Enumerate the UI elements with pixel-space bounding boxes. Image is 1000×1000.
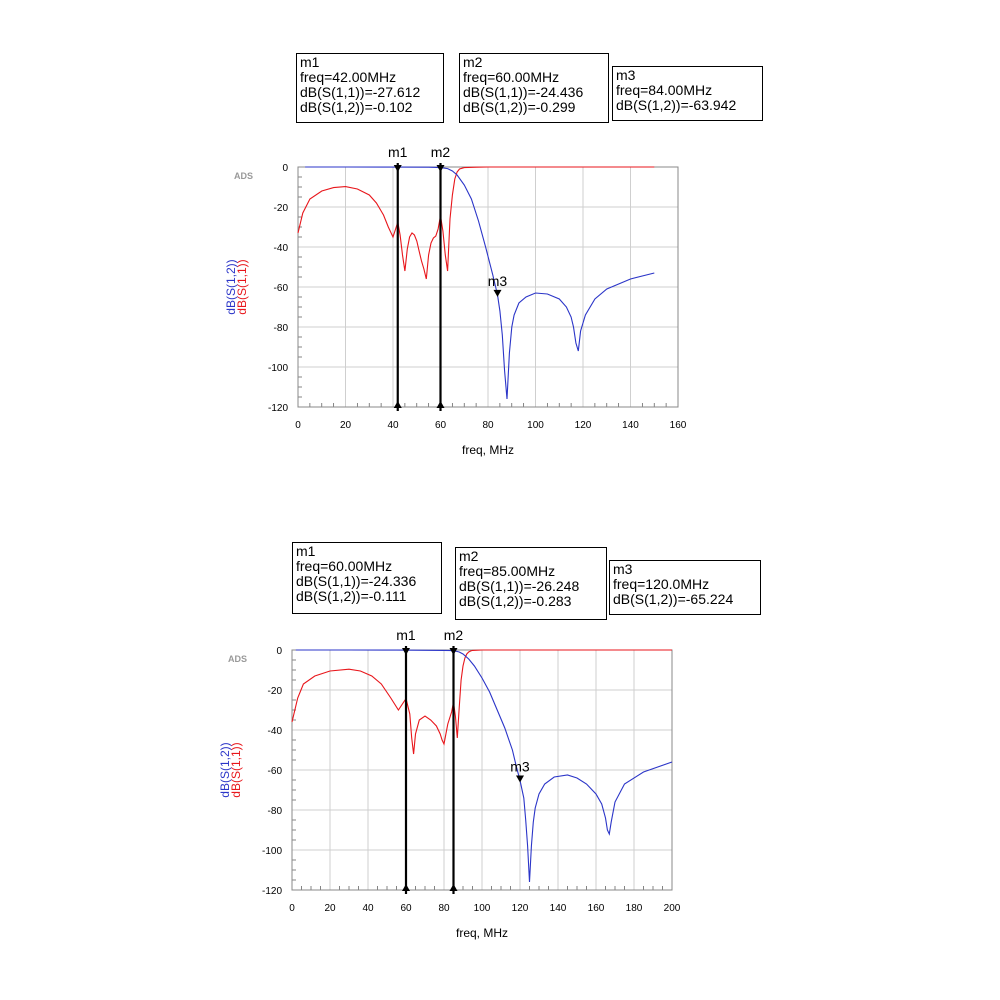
marker-box-bottom-m3: m3 freq=120.0MHz dB(S(1,2))=-65.224 bbox=[609, 560, 761, 615]
marker-triangle-top bbox=[436, 165, 445, 172]
marker-box-top-m1: m1 freq=42.00MHz dB(S(1,1))=-27.612 dB(S… bbox=[296, 53, 444, 123]
marker-triangle-bottom bbox=[436, 401, 445, 408]
x-axis-label: freq, MHz bbox=[462, 443, 514, 457]
x-tick-label: 160 bbox=[588, 903, 605, 914]
y-tick-label: -120 bbox=[268, 403, 288, 414]
marker-box-line: dB(S(1,1))=-24.336 bbox=[296, 573, 417, 589]
marker-triangle bbox=[516, 775, 524, 783]
x-tick-label: 20 bbox=[340, 420, 352, 431]
series-line-s11 bbox=[297, 166, 655, 280]
x-tick-label: 60 bbox=[400, 903, 412, 914]
marker-triangle bbox=[493, 289, 502, 297]
ads-watermark: ADS bbox=[228, 654, 247, 664]
marker-triangle-top bbox=[449, 648, 458, 655]
x-tick-label: 140 bbox=[622, 420, 639, 431]
marker-box-line: freq=42.00MHz bbox=[300, 69, 397, 85]
y-tick-label: -80 bbox=[268, 806, 283, 817]
marker-box-top-m2: m2 freq=60.00MHz dB(S(1,1))=-24.436 dB(S… bbox=[459, 53, 609, 123]
x-tick-label: 200 bbox=[664, 903, 681, 914]
marker-triangle-top bbox=[402, 648, 410, 655]
marker-box-line: dB(S(1,1))=-27.612 bbox=[300, 84, 421, 100]
marker-box-line: m3 bbox=[613, 561, 633, 577]
marker-label: m3 bbox=[510, 758, 530, 774]
x-tick-label: 40 bbox=[362, 903, 374, 914]
x-tick-label: 40 bbox=[387, 420, 399, 431]
x-tick-label: 0 bbox=[289, 903, 295, 914]
marker-label: m2 bbox=[431, 144, 451, 160]
marker-box-line: freq=60.00MHz bbox=[463, 69, 560, 85]
marker-label: m2 bbox=[444, 627, 464, 643]
y-tick-label: -120 bbox=[262, 886, 282, 897]
marker-box-line: freq=120.0MHz bbox=[613, 576, 710, 592]
marker-box-line: m1 bbox=[300, 54, 320, 70]
y-axis-label-s12: dB(S(1,2)) bbox=[224, 259, 238, 314]
marker-triangle-bottom bbox=[393, 401, 402, 408]
marker-box-line: dB(S(1,2))=-65.224 bbox=[613, 591, 734, 607]
marker-box-line: dB(S(1,2))=-0.283 bbox=[459, 593, 572, 609]
y-tick-label: -40 bbox=[274, 243, 289, 254]
marker-box-line: dB(S(1,2))=-0.102 bbox=[300, 99, 413, 115]
y-tick-label: -100 bbox=[268, 363, 288, 374]
marker-box-line: dB(S(1,2))=-0.299 bbox=[463, 99, 576, 115]
x-tick-label: 120 bbox=[575, 420, 592, 431]
marker-box-bottom-m1: m1 freq=60.00MHz dB(S(1,1))=-24.336 dB(S… bbox=[292, 542, 442, 614]
marker-box-top-m3: m3 freq=84.00MHz dB(S(1,2))=-63.942 bbox=[612, 66, 763, 121]
y-axis-label-s11: dB(S(1,1)) bbox=[229, 742, 243, 797]
marker-label: m1 bbox=[388, 144, 408, 160]
y-tick-label: -20 bbox=[268, 686, 283, 697]
marker-box-line: freq=85.00MHz bbox=[459, 563, 556, 579]
x-tick-label: 0 bbox=[295, 420, 301, 431]
y-tick-label: -60 bbox=[274, 283, 289, 294]
y-axis-label-s11: dB(S(1,1)) bbox=[235, 259, 249, 314]
marker-box-line: m3 bbox=[616, 67, 636, 83]
marker-triangle-bottom bbox=[449, 884, 458, 891]
x-tick-label: 80 bbox=[482, 420, 494, 431]
y-tick-label: -60 bbox=[268, 766, 283, 777]
x-tick-label: 60 bbox=[435, 420, 447, 431]
x-tick-label: 180 bbox=[626, 903, 643, 914]
marker-box-line: freq=60.00MHz bbox=[296, 558, 393, 574]
series-line-s12 bbox=[305, 166, 655, 400]
marker-box-line: dB(S(1,1))=-24.436 bbox=[463, 84, 584, 100]
ads-watermark: ADS bbox=[234, 171, 253, 181]
y-tick-label: 0 bbox=[282, 163, 288, 174]
x-tick-label: 100 bbox=[474, 903, 491, 914]
x-tick-label: 80 bbox=[438, 903, 450, 914]
y-axis-label-s12: dB(S(1,2)) bbox=[218, 742, 232, 797]
x-axis-label: freq, MHz bbox=[456, 926, 508, 940]
marker-box-line: dB(S(1,2))=-0.111 bbox=[296, 588, 407, 604]
marker-box-line: m2 bbox=[459, 548, 479, 564]
marker-box-line: m2 bbox=[463, 54, 483, 70]
x-tick-label: 20 bbox=[324, 903, 336, 914]
y-tick-label: -100 bbox=[262, 846, 282, 857]
y-tick-label: 0 bbox=[276, 646, 282, 657]
x-tick-label: 160 bbox=[670, 420, 687, 431]
y-tick-label: -80 bbox=[274, 323, 289, 334]
x-tick-label: 100 bbox=[527, 420, 544, 431]
marker-label: m1 bbox=[396, 627, 416, 643]
marker-box-bottom-m2: m2 freq=85.00MHz dB(S(1,1))=-26.248 dB(S… bbox=[455, 547, 607, 620]
marker-box-line: m1 bbox=[296, 543, 316, 559]
marker-triangle-top bbox=[393, 165, 402, 172]
x-tick-label: 120 bbox=[512, 903, 529, 914]
marker-triangle-bottom bbox=[402, 884, 410, 891]
marker-box-line: dB(S(1,1))=-26.248 bbox=[459, 578, 580, 594]
x-tick-label: 140 bbox=[550, 903, 567, 914]
marker-box-line: freq=84.00MHz bbox=[616, 82, 713, 98]
series-line-s12 bbox=[295, 649, 673, 883]
y-tick-label: -40 bbox=[268, 726, 283, 737]
y-tick-label: -20 bbox=[274, 203, 289, 214]
marker-label: m3 bbox=[488, 273, 508, 289]
marker-box-line: dB(S(1,2))=-63.942 bbox=[616, 97, 737, 113]
